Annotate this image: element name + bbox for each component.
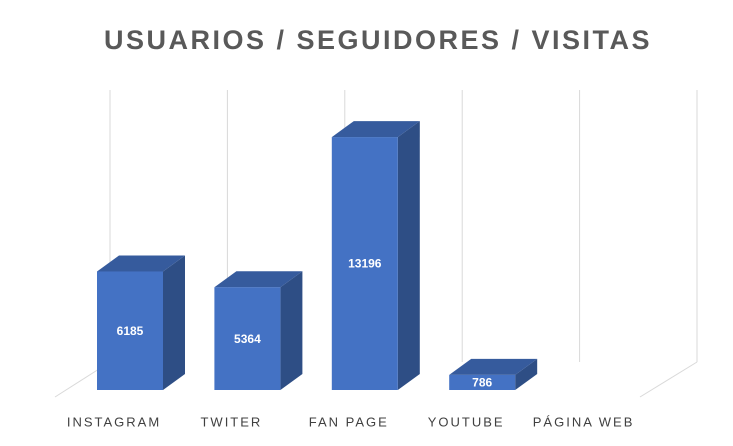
x-tick-label: TWITER <box>200 414 262 429</box>
value-label: 13196 <box>348 257 382 271</box>
bar <box>97 255 185 390</box>
bar-front <box>331 137 398 390</box>
value-label: 6185 <box>117 324 144 338</box>
floor-edge <box>639 361 698 398</box>
value-label: 786 <box>472 376 492 390</box>
bar-side <box>515 358 538 390</box>
bar-front <box>97 271 163 390</box>
bar <box>331 121 420 391</box>
bar-top <box>449 358 538 375</box>
bar <box>449 358 538 390</box>
bar-top <box>331 121 420 138</box>
x-tick-label: YOUTUBE <box>428 414 505 429</box>
value-label: 5364 <box>234 332 261 346</box>
bar-side <box>397 121 420 391</box>
bar-top <box>214 271 303 288</box>
x-tick-label: FAN PAGE <box>309 414 389 429</box>
x-tick-label: INSTAGRAM <box>67 414 161 429</box>
bar-front <box>214 287 281 390</box>
bar <box>214 271 303 390</box>
bar-side <box>163 255 185 390</box>
x-tick-label: PÁGINA WEB <box>533 414 635 429</box>
bar-top <box>97 255 185 272</box>
bar-side <box>280 271 303 390</box>
chart-title: USUARIOS / SEGUIDORES / VISITAS <box>104 25 652 55</box>
bar-front <box>449 374 516 390</box>
